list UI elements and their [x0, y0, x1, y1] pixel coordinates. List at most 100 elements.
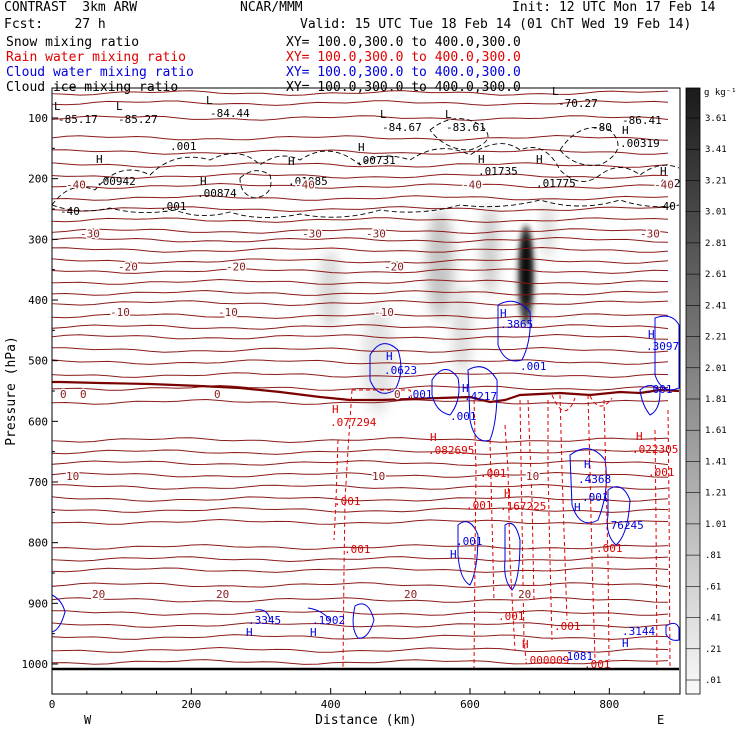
colorbar-tick-label: 3.41 [705, 145, 727, 155]
isotherm-label: 10 [526, 470, 539, 483]
colorbar-tick-label: .61 [705, 582, 721, 592]
black-contour-label: -40 [60, 205, 80, 218]
isotherm-line [51, 372, 669, 378]
isotherm-line [51, 236, 669, 243]
blue-contour-label: .1081 [560, 650, 593, 663]
colorbar-tick-label: 2.41 [705, 301, 727, 311]
snow-plume [452, 285, 472, 375]
rain-water-contour [352, 389, 413, 401]
cloud-water-contours [51, 300, 680, 641]
blue-contour-label: .1902 [312, 614, 345, 627]
isotherm-line [51, 384, 669, 391]
black-contour-label: -84.67 [382, 121, 422, 134]
rain-water-contour [547, 400, 553, 641]
isotherm-label: -30 [302, 227, 322, 240]
snow-plume [542, 200, 554, 260]
isotherm-label: 20 [216, 588, 229, 601]
isotherm-line [51, 582, 669, 589]
isotherm-line [51, 346, 669, 353]
isotherm-line [51, 460, 669, 467]
isotherm-line [51, 289, 669, 296]
cloud-water-contour [431, 369, 460, 416]
blue-contour-label: .3144 [622, 625, 655, 638]
isotherm-line [51, 278, 669, 285]
isotherm-line [51, 182, 669, 189]
black-contour-label: -40 [656, 200, 676, 213]
isotherm-line [51, 100, 669, 106]
cloud-ice-contours [51, 118, 680, 219]
x-tick-label: 800 [599, 698, 619, 711]
black-contour-label: L [54, 100, 61, 113]
y-axis-label: Pressure (hPa) [4, 336, 19, 446]
isotherm-line [51, 228, 669, 235]
colorbar-tick-label: 1.21 [705, 489, 727, 499]
red-contour-label: .082695 [428, 444, 474, 457]
isotherm-label: -30 [80, 227, 100, 240]
blue-contour-label: .0623 [384, 364, 417, 377]
isotherm-label: 0 [214, 388, 221, 401]
y-tick-label: 500 [28, 355, 48, 368]
red-contour-label: .167225 [500, 500, 546, 513]
red-contour-label: H [522, 638, 529, 651]
y-tick-label: 700 [28, 476, 48, 489]
colorbar-tick-label: 1.01 [705, 520, 727, 530]
isotherm-line [51, 217, 669, 223]
black-contour-label: H [200, 175, 207, 188]
x-tick-label: 400 [321, 698, 341, 711]
cloud-water-contour [639, 385, 661, 416]
cloud-ice-contour [51, 143, 680, 206]
isotherm-line [51, 148, 669, 155]
isotherm-line [51, 206, 669, 213]
isotherm-line [51, 634, 669, 640]
black-contour-label: H [288, 155, 295, 168]
isotherm-line [51, 246, 669, 253]
blue-contour-label: H [500, 307, 507, 320]
cloud-water-contour [51, 594, 66, 633]
isotherm-label: -30 [366, 227, 386, 240]
black-contour-label: H [660, 165, 667, 178]
black-contour-label: L [206, 94, 213, 107]
red-contour-label: .001 [466, 499, 493, 512]
rain-water-contour [559, 394, 568, 621]
blue-contour-label: H [648, 328, 655, 341]
black-contour-label: .00942 [96, 175, 136, 188]
legend-snow-xy: XY= 100.0,300.0 to 400.0,300.0 [286, 35, 521, 50]
cloud-water-contour [369, 343, 402, 394]
black-contour-label: H [622, 124, 629, 137]
rain-water-contour [504, 424, 516, 651]
blue-contour-label: .001 [450, 410, 477, 423]
blue-contour-label: H [622, 637, 629, 650]
black-contour-label: H [358, 141, 365, 154]
colorbar-tick-label: .41 [705, 614, 721, 624]
red-contour-label: .001 [648, 466, 675, 479]
isotherm-line [51, 609, 669, 616]
blue-contour-label: .4217 [464, 390, 497, 403]
isotherm-line [51, 398, 669, 405]
cloud-water-contour [497, 300, 531, 362]
red-contour-label: .001 [596, 542, 623, 555]
isotherm-line [51, 518, 669, 525]
blue-contour-label: .001 [582, 491, 609, 504]
blue-contour-label: H [386, 350, 393, 363]
cloud-ice-contour [239, 170, 272, 199]
isotherm-line [51, 359, 669, 365]
red-contour-label: .022305 [632, 443, 678, 456]
isotherm-line [51, 333, 669, 340]
isotherm-line [51, 544, 669, 550]
y-tick-label: 900 [28, 597, 48, 610]
blue-contour-label: H [450, 548, 457, 561]
red-contour-label: .077294 [330, 416, 377, 429]
blue-contour-label: H [310, 626, 317, 639]
isotherm-line [51, 659, 669, 665]
colorbar-tick-label: .81 [705, 551, 721, 561]
colorbar-tick-label: .21 [705, 645, 721, 655]
snow-plume [426, 210, 454, 320]
legend-rain-xy: XY= 100.0,300.0 to 400.0,300.0 [286, 50, 521, 65]
red-contour-label: H [636, 430, 643, 443]
colorbar-tick-label: 3.61 [705, 114, 727, 124]
black-contour-label: -85.27 [118, 113, 158, 126]
blue-contour-label: .3865 [500, 318, 533, 331]
y-tick-label: 300 [28, 233, 48, 246]
black-contour-label: .00731 [356, 154, 396, 167]
